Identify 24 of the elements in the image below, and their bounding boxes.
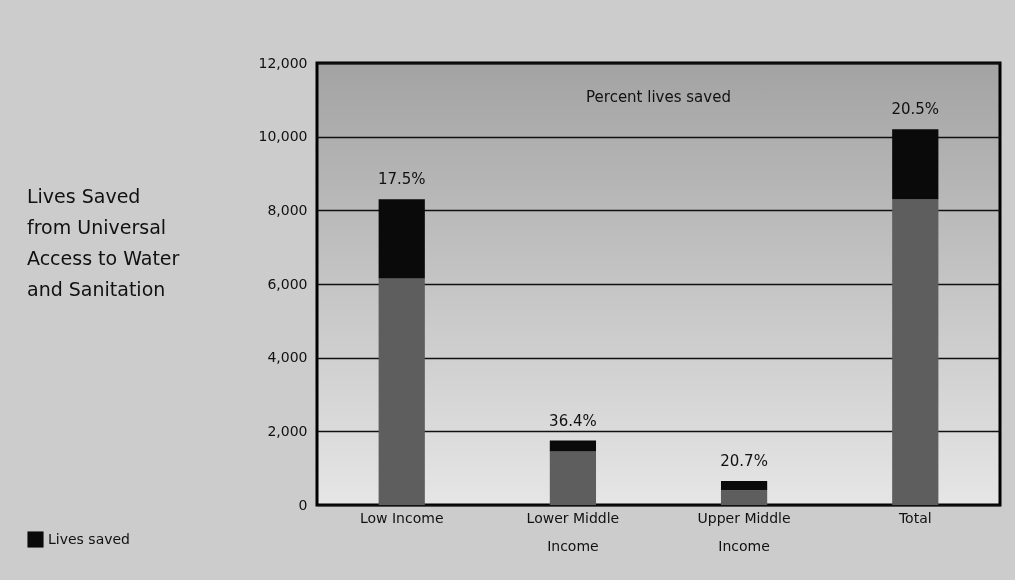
annotation: 20.7% — [720, 452, 768, 471]
annotation: 17.5% — [377, 170, 426, 189]
y-axis-title: Lives Saved from Universal Access to Water and Sanitation — [27, 185, 180, 300]
annotation: Percent lives saved — [586, 88, 731, 106]
bar — [378, 278, 425, 505]
x-tick-label: Low Income — [359, 509, 444, 526]
x-tick-label: Total — [897, 509, 932, 526]
bar — [892, 199, 939, 505]
y-tick-label: 6,000 — [267, 275, 308, 292]
y-tick-label: 2,000 — [267, 422, 308, 439]
y-tick-label: 12,000 — [258, 54, 308, 71]
annotation: 36.4% — [549, 411, 597, 430]
annotation: 20.5% — [891, 100, 940, 119]
x-tick-label: Lower Middle Income — [526, 509, 620, 554]
y-tick-label: 8,000 — [267, 201, 308, 218]
bar — [720, 481, 768, 491]
y-tick-label: 4,000 — [267, 349, 308, 366]
y-tick-label: 10,000 — [258, 128, 308, 145]
legend-label: Lives saved — [48, 530, 130, 547]
y-tick-label: 0 — [298, 496, 308, 513]
x-tick-label: Upper Middle Income — [697, 509, 791, 554]
bar — [549, 440, 597, 452]
bar — [549, 451, 597, 505]
bar — [720, 490, 768, 505]
